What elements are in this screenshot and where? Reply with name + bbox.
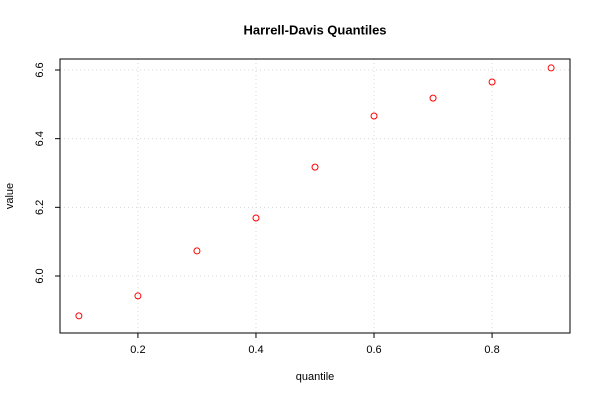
x-tick-label: 0.4 — [248, 344, 263, 356]
x-tick-label: 0.2 — [130, 344, 145, 356]
plot-frame — [59, 58, 571, 334]
point — [311, 163, 319, 171]
y-tick-label: 6.0 — [34, 268, 46, 283]
x-axis-label: quantile — [296, 371, 335, 383]
chart-title: Harrell-Davis Quantiles — [243, 22, 386, 37]
point — [193, 247, 201, 255]
point — [547, 64, 555, 72]
point — [252, 214, 260, 222]
y-tick-label: 6.4 — [34, 131, 46, 146]
y-tick-label: 6.2 — [34, 200, 46, 215]
x-tick-label: 0.6 — [366, 344, 381, 356]
point — [429, 94, 437, 102]
point — [75, 312, 83, 320]
y-axis-label: value — [4, 183, 16, 209]
x-tick-label: 0.8 — [484, 344, 499, 356]
point — [134, 292, 142, 300]
point — [488, 78, 496, 86]
y-tick-label: 6.6 — [34, 62, 46, 77]
point — [370, 112, 378, 120]
